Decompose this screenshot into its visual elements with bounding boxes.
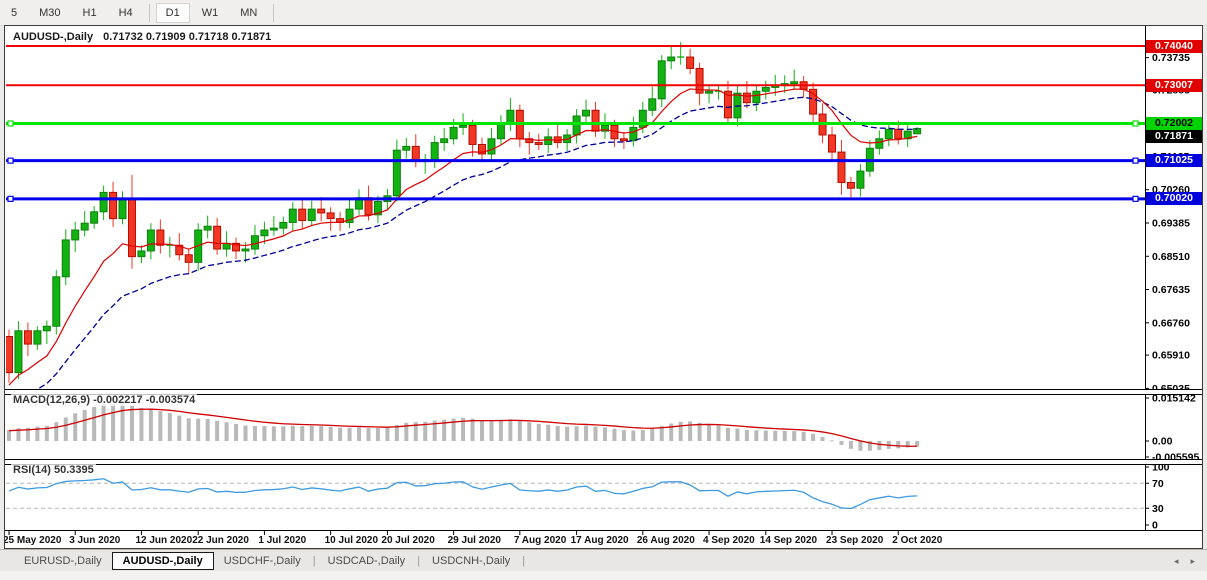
date-label: 1 Jul 2020 <box>258 535 306 546</box>
ma-fast-line <box>8 88 918 386</box>
pane-splitter-macd[interactable] <box>5 389 1202 395</box>
tab-separator: | <box>522 554 526 567</box>
date-label: 23 Sep 2020 <box>826 535 884 546</box>
tab-separator: | <box>312 554 316 567</box>
svg-text:0.015142: 0.015142 <box>1152 393 1196 405</box>
date-label: 4 Sep 2020 <box>703 535 755 546</box>
line-handle[interactable] <box>1132 195 1139 202</box>
tab-usdcad[interactable]: USDCAD-,Daily <box>327 554 406 567</box>
status-strip <box>0 571 1207 580</box>
line-handle[interactable] <box>1132 157 1139 164</box>
price-badge-0.73007: 0.73007 <box>1146 78 1202 92</box>
symbol-tabbar: EURUSD-,Daily AUDUSD-,Daily USDCHF-,Daily |… <box>0 549 1207 580</box>
date-label: 2 Oct 2020 <box>892 535 942 546</box>
line-handle[interactable] <box>1132 120 1139 127</box>
price-badge-0.72002: 0.72002 <box>1146 116 1202 130</box>
candlestick-series <box>6 42 922 383</box>
date-label: 22 Jun 2020 <box>192 535 249 546</box>
tab-usdchf[interactable]: USDCHF-,Daily <box>223 554 301 567</box>
pane-splitter-rsi[interactable] <box>5 459 1202 465</box>
rsi-indicator-label: RSI(14) 50.3395 <box>11 464 96 476</box>
macd-histogram <box>7 402 920 451</box>
svg-text:30: 30 <box>1152 503 1164 515</box>
svg-text:0.68510: 0.68510 <box>1152 251 1190 263</box>
date-label: 17 Aug 2020 <box>571 535 629 546</box>
svg-text:0.65910: 0.65910 <box>1152 350 1190 362</box>
timeframe-button-h4[interactable]: H4 <box>118 6 133 19</box>
toolbar-separator <box>273 3 275 22</box>
timeframe-button-m30[interactable]: M30 <box>39 6 61 19</box>
rsi-line <box>8 478 918 510</box>
svg-text:0.69385: 0.69385 <box>1152 217 1190 229</box>
tab-scroll-left-icon[interactable]: ◂ <box>1173 556 1179 566</box>
price-badge-0.74040: 0.74040 <box>1146 39 1202 53</box>
timeframe-button-w1[interactable]: W1 <box>201 6 219 19</box>
ma-slow-line <box>36 96 918 389</box>
macd-indicator-label: MACD(12,26,9) -0.002217 -0.003574 <box>11 394 198 406</box>
date-label: 3 Jun 2020 <box>69 535 121 546</box>
tab-scroll-right-icon[interactable]: ▸ <box>1190 556 1195 566</box>
chart-title: AUDUSD-,Daily 0.71732 0.71909 0.71718 0.7… <box>13 31 271 43</box>
horizontal-line-0.72002[interactable] <box>6 120 1145 127</box>
timeframe-toolbar: 5 M30 H1 H4 D1 W1 MN <box>0 0 1207 26</box>
svg-text:0: 0 <box>1152 520 1158 532</box>
chart-symbol: AUDUSD-,Daily <box>13 31 94 43</box>
date-label: 20 Jul 2020 <box>381 535 435 546</box>
tab-separator: | <box>417 554 421 567</box>
date-label: 12 Jun 2020 <box>135 535 192 546</box>
date-label: 14 Sep 2020 <box>760 535 818 546</box>
date-label: 26 Aug 2020 <box>637 535 695 546</box>
tab-audusd[interactable]: AUDUSD-,Daily <box>111 551 214 570</box>
macd-signal-line <box>8 408 918 447</box>
horizontal-line-0.70020[interactable] <box>6 195 1145 202</box>
price-badge-0.70020: 0.70020 <box>1146 192 1202 206</box>
chart-ohlc-values: 0.71732 0.71909 0.71718 0.71871 <box>103 31 272 43</box>
horizontal-line-0.71025[interactable] <box>6 157 1145 164</box>
line-handle[interactable] <box>7 157 14 164</box>
line-handle[interactable] <box>7 120 14 127</box>
price-badge-0.71025: 0.71025 <box>1146 154 1202 168</box>
timeframe-button-mn[interactable]: MN <box>240 6 258 19</box>
timeframe-button-5[interactable]: 5 <box>11 6 18 19</box>
svg-text:0.67635: 0.67635 <box>1152 284 1190 296</box>
toolbar-separator <box>148 3 150 22</box>
svg-text:0.00: 0.00 <box>1152 436 1173 448</box>
tab-eurusd[interactable]: EURUSD-,Daily <box>24 554 102 567</box>
svg-text:0.66760: 0.66760 <box>1152 317 1190 329</box>
tab-usdcnh[interactable]: USDCNH-,Daily <box>432 554 511 567</box>
timeframe-button-h1[interactable]: H1 <box>82 6 97 19</box>
current-price-badge: 0.71871 <box>1146 129 1202 143</box>
chart-canvas[interactable]: 0.737350.728850.720100.711350.702600.693… <box>3 26 1202 548</box>
date-label: 10 Jul 2020 <box>325 535 379 546</box>
date-label: 7 Aug 2020 <box>514 535 567 546</box>
date-label: 29 Jul 2020 <box>448 535 502 546</box>
chart-window[interactable]: 0.737350.728850.720100.711350.702600.693… <box>3 25 1203 549</box>
svg-text:70: 70 <box>1152 478 1164 490</box>
line-handle[interactable] <box>7 195 14 202</box>
date-label: 25 May 2020 <box>5 535 62 546</box>
svg-text:0.73735: 0.73735 <box>1152 52 1190 64</box>
timeframe-button-d1[interactable]: D1 <box>155 2 190 23</box>
